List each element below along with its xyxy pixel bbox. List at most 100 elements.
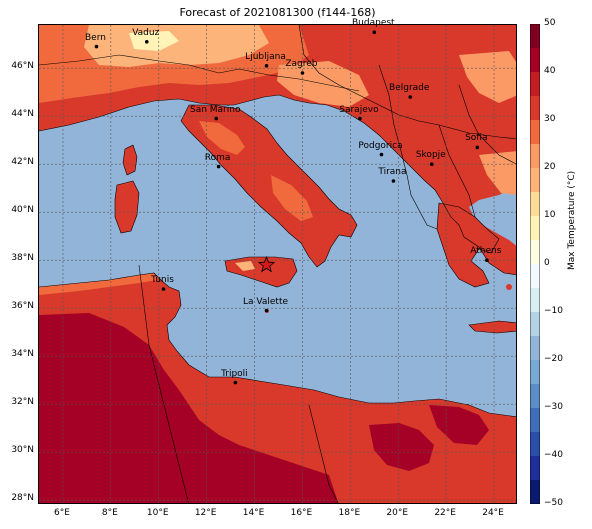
italy-warm-zone — [199, 121, 245, 155]
lat-tick-label: 44°N — [11, 109, 34, 120]
lon-tick-label: 8°E — [101, 508, 118, 518]
city-marker — [144, 40, 149, 44]
lon-tick-label: 24°E — [482, 508, 504, 518]
city-marker — [214, 116, 219, 121]
libya-hot-patch — [369, 423, 434, 471]
city-label: Bern — [84, 32, 106, 43]
city-label: Sofia — [465, 133, 488, 144]
city-marker — [372, 30, 377, 34]
north-africa-hot-zone — [39, 313, 339, 503]
city-marker — [391, 179, 396, 183]
city-label: La Valette — [243, 296, 289, 307]
city-marker — [161, 287, 166, 291]
colorbar-tick-label: 10 — [544, 210, 556, 220]
colorbar-level — [530, 312, 540, 336]
city-marker — [358, 116, 362, 121]
colorbar-level — [530, 96, 540, 120]
city-label: San Marino — [189, 104, 241, 115]
lat-tick-label: 46°N — [11, 61, 34, 72]
city-label: Belgrade — [389, 83, 430, 93]
lon-tick-label: 14°E — [242, 508, 265, 518]
lat-tick-label: 42°N — [11, 157, 34, 168]
city-label: Vaduz — [132, 27, 160, 38]
lat-tick-label: 36°N — [11, 301, 34, 312]
aegean-island-1 — [497, 261, 505, 269]
city-marker — [216, 164, 221, 169]
city-marker — [233, 380, 238, 385]
colorbar-tick-label: 30 — [544, 114, 556, 124]
lat-tick-label: 32°N — [11, 397, 34, 408]
city-label: Budapest — [352, 18, 395, 29]
lon-tick-label: 6°E — [53, 508, 70, 518]
colorbar-level — [530, 456, 540, 480]
lat-tick-label: 40°N — [11, 205, 34, 216]
colorbar-level — [530, 120, 540, 144]
city-label: Tripoli — [221, 368, 248, 379]
city-label: Podgorica — [358, 140, 403, 151]
colorbar-tick-label: 50 — [544, 18, 556, 28]
colorbar — [530, 24, 540, 504]
city-marker — [264, 308, 269, 313]
lon-tick-label: 18°E — [338, 508, 361, 518]
lat-tick-label: 28°N — [11, 493, 34, 504]
colorbar-level — [530, 360, 540, 384]
city-label: Skopje — [415, 150, 446, 161]
colorbar-level — [530, 240, 540, 264]
city-marker — [94, 44, 99, 49]
lon-tick-label: 12°E — [194, 508, 217, 518]
colorbar-level — [530, 408, 540, 432]
city-marker — [475, 145, 480, 150]
map-panel[interactable] — [38, 24, 517, 504]
city-label: Tunis — [151, 275, 174, 285]
balkan-mild-zone-2 — [459, 51, 516, 103]
crete-land — [469, 321, 516, 333]
city-label: Ljubljana — [245, 51, 286, 62]
star-marker — [257, 255, 276, 273]
city-marker — [379, 152, 384, 157]
colorbar-level — [530, 480, 540, 504]
temperature-map — [39, 25, 516, 503]
lat-tick-label: 34°N — [11, 349, 34, 360]
adriatic-sea — [239, 105, 391, 211]
colorbar-label: Max Temperature (°C) — [567, 170, 577, 270]
libya-hot-patch-2 — [429, 405, 489, 445]
map-title: Forecast of 2021081300 (f144-168) — [179, 6, 376, 19]
colorbar-level — [530, 216, 540, 240]
lon-tick-label: 10°E — [146, 508, 169, 518]
lat-tick-label: 30°N — [11, 445, 34, 456]
greece-land — [437, 203, 499, 287]
city-label: Sarajevo — [339, 104, 379, 115]
city-marker — [485, 258, 489, 262]
colorbar-level — [530, 384, 540, 408]
aegean-island-2 — [506, 284, 512, 290]
city-label: Zagreb — [285, 59, 318, 69]
city-marker — [300, 71, 305, 75]
east-mild-zone — [479, 151, 516, 195]
colorbar-level — [530, 264, 540, 288]
coastal-warm-strip — [39, 273, 157, 295]
colorbar-level — [530, 336, 540, 360]
city-label: Athens — [470, 246, 502, 257]
lat-tick-label: 38°N — [11, 253, 34, 264]
city-label: Tirana — [378, 167, 407, 177]
colorbar-level — [530, 432, 540, 456]
colorbar-tick-label: 40 — [544, 66, 556, 76]
map-gridlines — [39, 25, 516, 503]
alpine-coolest-zone — [129, 31, 179, 51]
colorbar-tick-label: 0 — [544, 258, 550, 268]
colorbar-tick-label: −20 — [544, 354, 563, 364]
city-marker — [429, 162, 434, 166]
colorbar-tick-label: −30 — [544, 402, 563, 412]
colorbar-level — [530, 168, 540, 192]
sicily-mild-zone — [235, 261, 255, 271]
lon-tick-label: 20°E — [386, 508, 409, 518]
colorbar-level — [530, 24, 540, 48]
colorbar-tick-label: −50 — [544, 498, 563, 508]
colorbar-tick-label: 20 — [544, 162, 556, 172]
lon-tick-label: 22°E — [434, 508, 456, 518]
colorbar-tick-label: −40 — [544, 450, 563, 460]
corsica-land — [123, 145, 137, 175]
colorbar-tick-label: −10 — [544, 306, 563, 316]
colorbar-level — [530, 48, 540, 72]
colorbar-level — [530, 192, 540, 216]
